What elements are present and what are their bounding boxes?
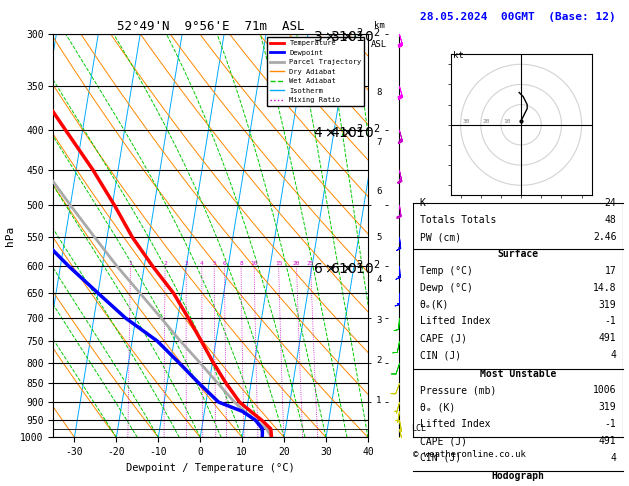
Text: 48: 48 — [604, 215, 616, 226]
Text: Lifted Index: Lifted Index — [420, 316, 490, 327]
Text: LCL: LCL — [411, 424, 426, 434]
Text: 2.46: 2.46 — [593, 232, 616, 242]
Text: 3: 3 — [184, 261, 188, 266]
Text: 1: 1 — [129, 261, 132, 266]
Text: Totals Totals: Totals Totals — [420, 215, 496, 226]
Legend: Temperature, Dewpoint, Parcel Trajectory, Dry Adiabat, Wet Adiabat, Isotherm, Mi: Temperature, Dewpoint, Parcel Trajectory… — [267, 37, 364, 106]
Text: 5: 5 — [376, 233, 382, 242]
Text: 4: 4 — [611, 350, 616, 360]
Text: © weatheronline.co.uk: © weatheronline.co.uk — [413, 450, 526, 459]
Text: 8: 8 — [376, 88, 382, 97]
Text: Lifted Index: Lifted Index — [420, 419, 490, 429]
Text: 14.8: 14.8 — [593, 283, 616, 293]
Text: 1006: 1006 — [593, 385, 616, 396]
Text: 491: 491 — [599, 333, 616, 343]
Text: 15: 15 — [275, 261, 282, 266]
Text: Pressure (mb): Pressure (mb) — [420, 385, 496, 396]
Text: 8: 8 — [239, 261, 243, 266]
Text: 25: 25 — [307, 261, 314, 266]
Text: 1: 1 — [376, 396, 382, 405]
Text: kt: kt — [452, 51, 464, 60]
Text: Hodograph: Hodograph — [491, 471, 545, 482]
Text: CIN (J): CIN (J) — [420, 350, 460, 360]
Text: PW (cm): PW (cm) — [420, 232, 460, 242]
Text: 17: 17 — [604, 266, 616, 276]
Text: θₑ (K): θₑ (K) — [420, 402, 455, 412]
Text: CIN (J): CIN (J) — [420, 453, 460, 463]
Text: CAPE (J): CAPE (J) — [420, 333, 467, 343]
Text: Temp (°C): Temp (°C) — [420, 266, 472, 276]
Text: 2: 2 — [376, 356, 382, 365]
Text: 319: 319 — [599, 299, 616, 310]
Text: 20: 20 — [483, 119, 490, 124]
Text: 28.05.2024  00GMT  (Base: 12): 28.05.2024 00GMT (Base: 12) — [420, 12, 616, 22]
Text: 4: 4 — [200, 261, 204, 266]
Text: Surface: Surface — [498, 249, 538, 259]
Text: 491: 491 — [599, 436, 616, 446]
Text: 7: 7 — [376, 138, 382, 147]
Text: 6: 6 — [376, 187, 382, 196]
Text: -1: -1 — [604, 316, 616, 327]
Text: 30: 30 — [463, 119, 470, 124]
Text: 10: 10 — [503, 119, 511, 124]
Text: K: K — [420, 198, 425, 208]
Text: 20: 20 — [293, 261, 300, 266]
Y-axis label: hPa: hPa — [4, 226, 14, 246]
Text: km: km — [374, 21, 384, 30]
Text: 2: 2 — [163, 261, 167, 266]
Text: Dewp (°C): Dewp (°C) — [420, 283, 472, 293]
Text: 6: 6 — [223, 261, 226, 266]
Title: 52°49'N  9°56'E  71m  ASL: 52°49'N 9°56'E 71m ASL — [117, 20, 304, 33]
Text: 24: 24 — [604, 198, 616, 208]
Text: θₑ(K): θₑ(K) — [420, 299, 449, 310]
Text: Most Unstable: Most Unstable — [480, 368, 556, 379]
Text: CAPE (J): CAPE (J) — [420, 436, 467, 446]
Text: 4: 4 — [376, 276, 382, 284]
Text: 4: 4 — [611, 453, 616, 463]
X-axis label: Dewpoint / Temperature (°C): Dewpoint / Temperature (°C) — [126, 463, 295, 473]
Text: 3: 3 — [376, 316, 382, 325]
Text: -1: -1 — [604, 419, 616, 429]
Text: 319: 319 — [599, 402, 616, 412]
Text: 5: 5 — [213, 261, 216, 266]
Text: 10: 10 — [250, 261, 258, 266]
Text: ASL: ASL — [371, 40, 387, 49]
